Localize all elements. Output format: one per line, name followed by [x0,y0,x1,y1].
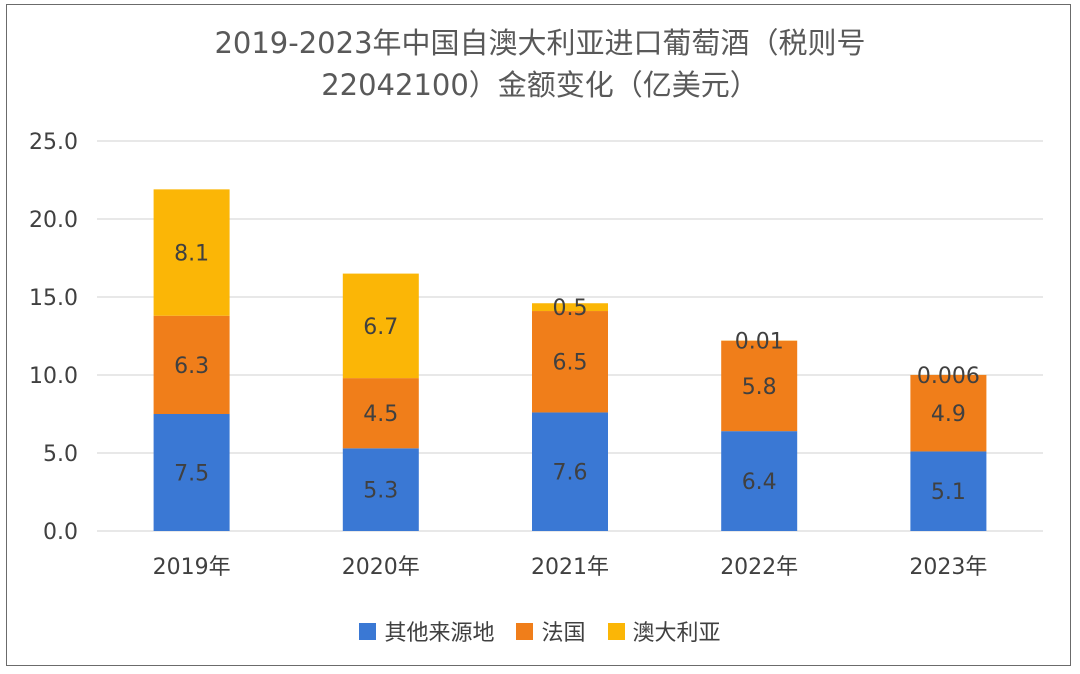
legend-swatch-australia [607,622,625,640]
legend-label-france: 法国 [541,621,586,646]
x-tick-label: 2022年 [720,555,798,580]
y-tick-label: 15.0 [29,286,78,311]
data-label: 0.01 [735,330,784,355]
legend-item-france: 法国 [516,615,586,647]
y-tick-label: 0.0 [43,520,78,545]
x-tick-label: 2020年 [342,555,420,580]
data-label: 5.1 [931,480,966,505]
bar-segment [532,412,608,531]
legend-item-australia: 澳大利亚 [607,615,721,647]
legend-item-other: 其他来源地 [359,615,494,647]
bar-segment [532,303,608,312]
chart-title-line-2: 22042100）金额变化（亿美元） [321,68,759,102]
legend-swatch-france [516,622,534,640]
data-label: 0.5 [553,296,588,321]
bar-segment [153,315,230,414]
data-label: 7.6 [553,461,588,486]
y-tick-label: 5.0 [43,442,78,467]
y-tick-label: 25.0 [29,130,78,155]
x-tick-label: 2023年 [909,555,987,580]
bar-segment [342,448,419,531]
legend-swatch-other [359,622,377,640]
x-tick-label: 2021年 [531,555,609,580]
data-label: 5.3 [363,479,398,504]
y-tick-label: 20.0 [29,208,78,233]
chart-legend: 其他来源地 法国 澳大利亚 [0,615,1080,647]
bar-segment [342,273,419,379]
x-tick-label: 2019年 [153,555,231,580]
bar-segment [910,451,987,531]
legend-label-other: 其他来源地 [384,621,495,646]
legend-label-australia: 澳大利亚 [632,621,721,646]
bar-segment [910,375,987,452]
bar-segment [721,340,798,432]
y-tick-label: 10.0 [29,364,78,389]
data-label: 6.4 [742,470,777,495]
chart-title-line-1: 2019-2023年中国自澳大利亚进口葡萄酒（税则号 [214,26,866,60]
bar-segment [532,311,608,413]
bar-segment [721,431,798,531]
chart-title: 2019-2023年中国自澳大利亚进口葡萄酒（税则号 22042100）金额变化… [0,22,1080,106]
data-label: 4.9 [931,402,966,427]
data-label: 5.8 [742,375,777,400]
data-label: 7.5 [174,462,209,487]
bar-segment [153,189,230,316]
bar-segment [153,414,230,531]
data-label: 6.7 [363,315,398,340]
data-label: 6.3 [174,354,209,379]
bar-segment [342,378,419,449]
data-label: 4.5 [363,402,398,427]
data-label: 0.006 [917,364,980,389]
data-label: 6.5 [553,351,588,376]
data-label: 8.1 [174,242,209,267]
